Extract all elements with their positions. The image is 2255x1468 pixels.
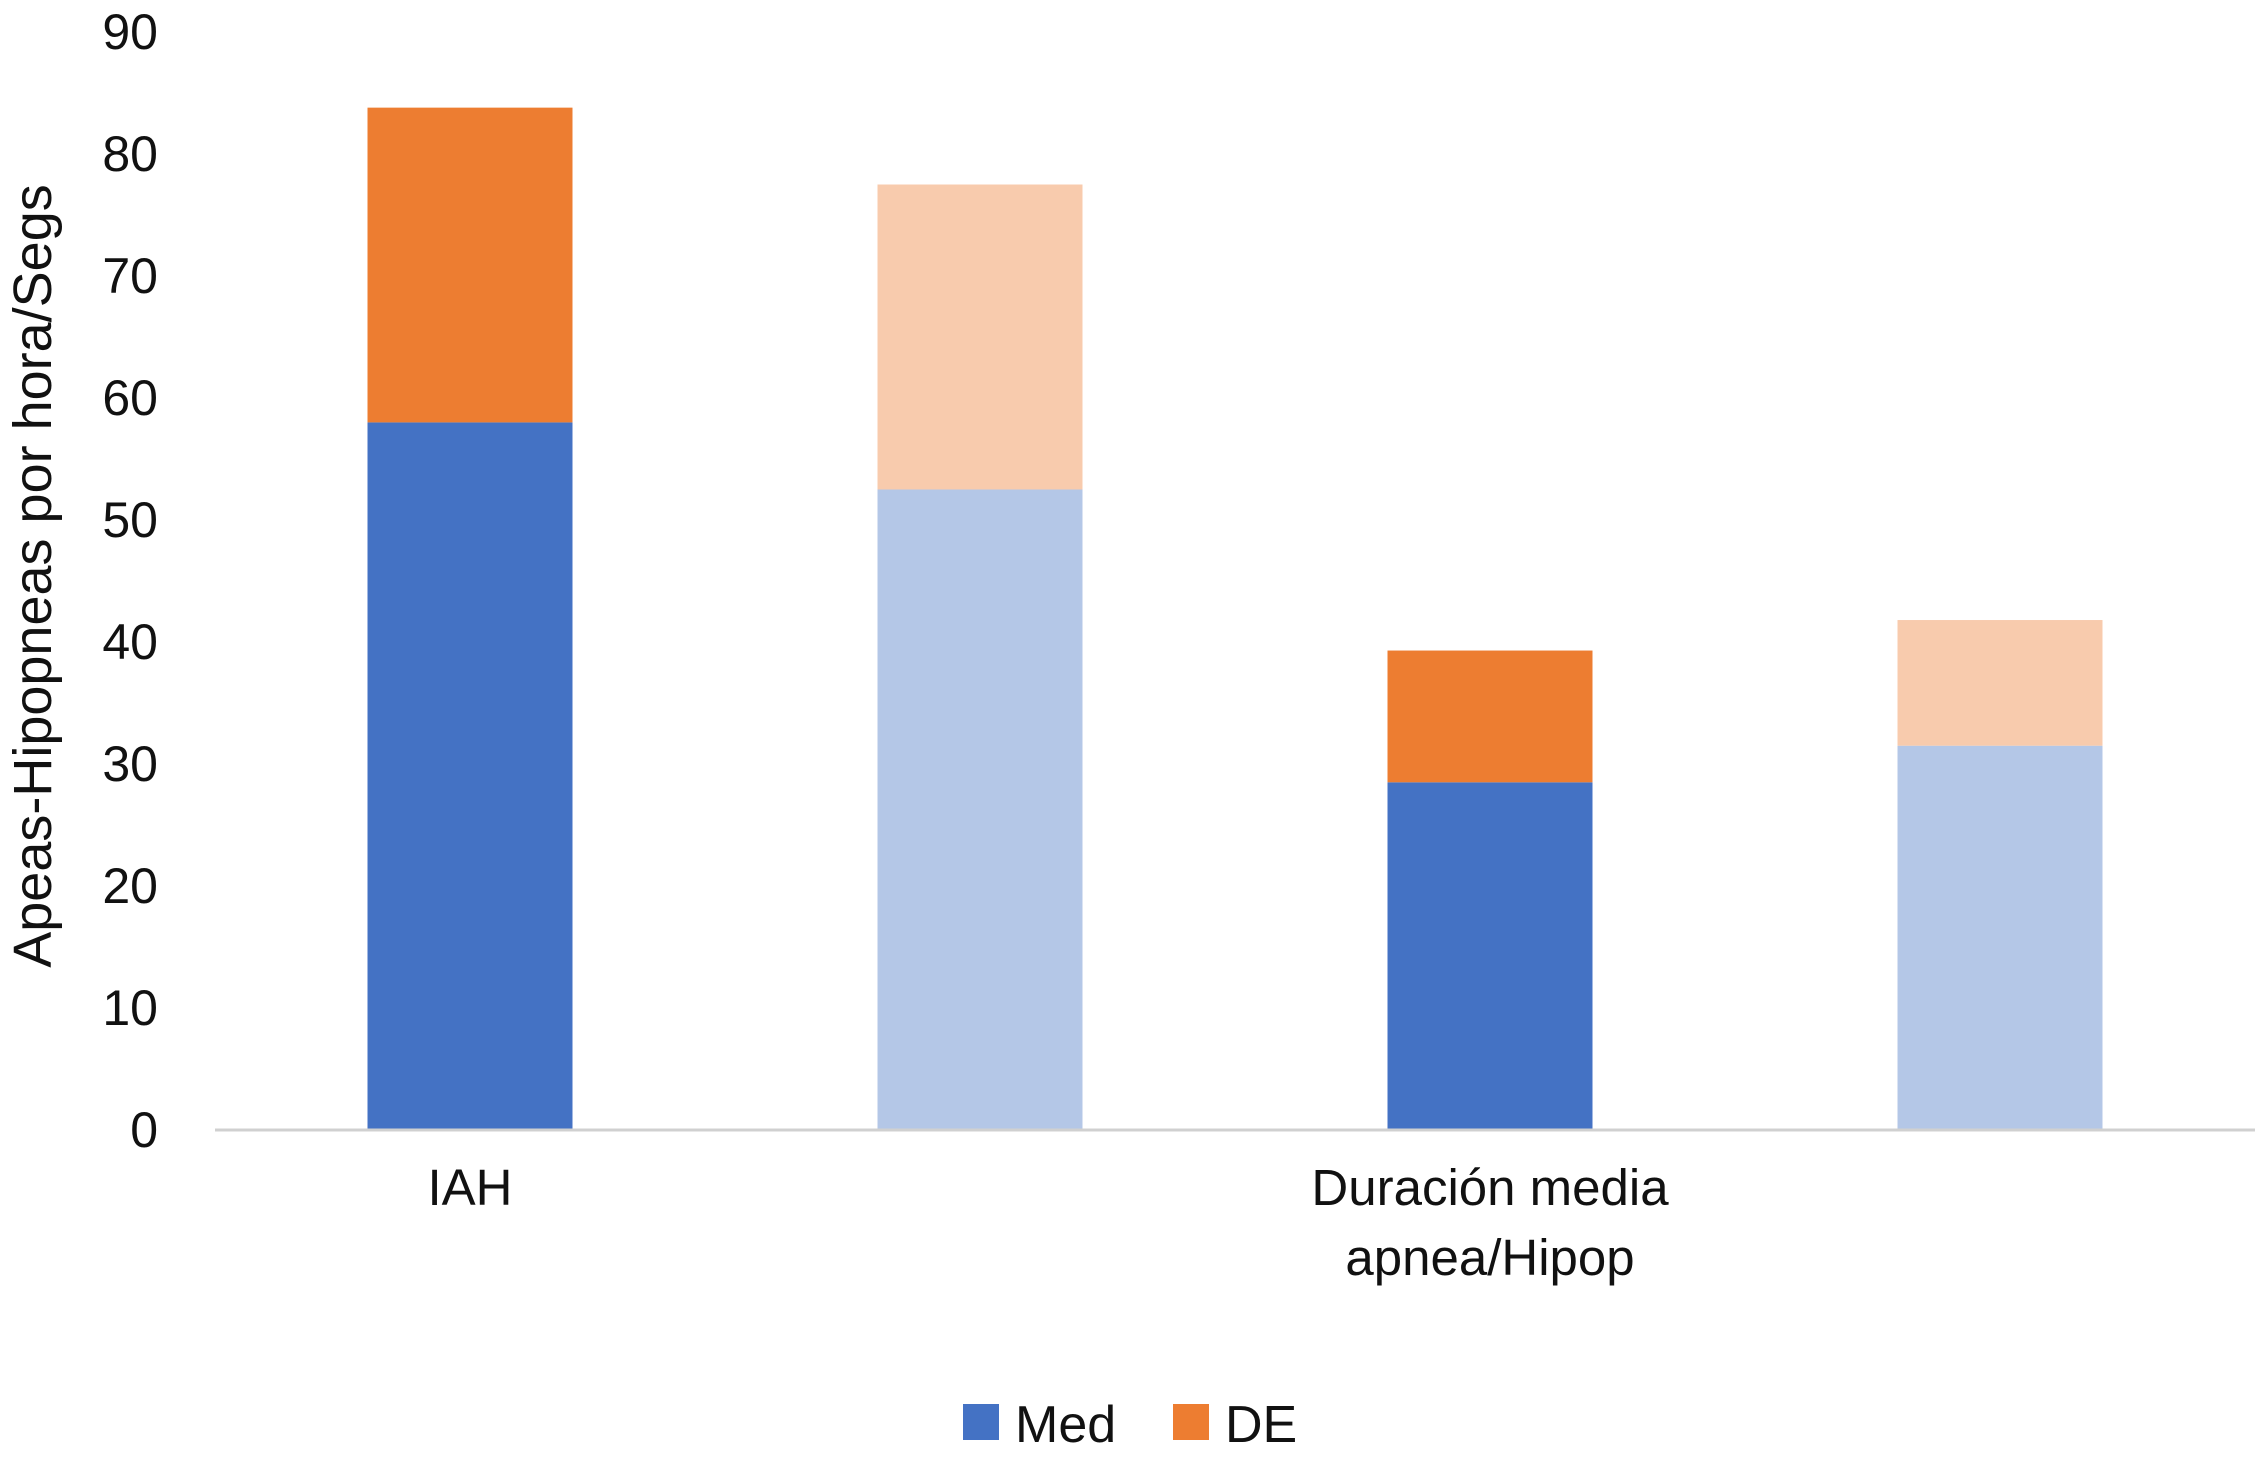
y-tick-label: 70 — [102, 248, 158, 304]
bar-de — [1897, 620, 2103, 746]
y-axis-title: Apeas-Hipopneas por hora/Segs — [3, 184, 63, 968]
y-tick-label: 80 — [102, 126, 158, 182]
legend-label: Med — [1015, 1396, 1116, 1454]
category-label-line: Duración media — [1311, 1159, 1669, 1216]
bar-med — [877, 489, 1083, 1130]
legend-label: DE — [1225, 1396, 1297, 1454]
y-tick-label: 0 — [130, 1102, 158, 1158]
bars — [367, 107, 2103, 1130]
bar-de — [1387, 650, 1593, 783]
category-labels: IAH Duración media apnea/Hipop — [427, 1159, 1669, 1286]
bar-med — [1897, 745, 2103, 1130]
legend-swatch — [1173, 1404, 1209, 1440]
y-tick-label: 50 — [102, 492, 158, 548]
category-label: Duración media apnea/Hipop — [1311, 1159, 1669, 1286]
y-tick-label: 40 — [102, 614, 158, 670]
category-label: IAH — [427, 1159, 512, 1216]
y-tick-label: 10 — [102, 980, 158, 1036]
category-label-line: apnea/Hipop — [1345, 1229, 1634, 1286]
y-tick-label: 30 — [102, 736, 158, 792]
bar-med — [1387, 782, 1593, 1130]
y-tick-label: 90 — [102, 4, 158, 60]
category-label-line: IAH — [427, 1159, 512, 1216]
y-axis-ticks: 0 10 20 30 40 50 60 70 80 90 — [102, 4, 158, 1158]
y-tick-label: 20 — [102, 858, 158, 914]
legend-swatch — [963, 1404, 999, 1440]
legend: Med DE — [963, 1396, 1297, 1454]
bar-med — [367, 422, 573, 1130]
bar-de — [877, 184, 1083, 490]
y-tick-label: 60 — [102, 370, 158, 426]
bar-de — [367, 107, 573, 423]
